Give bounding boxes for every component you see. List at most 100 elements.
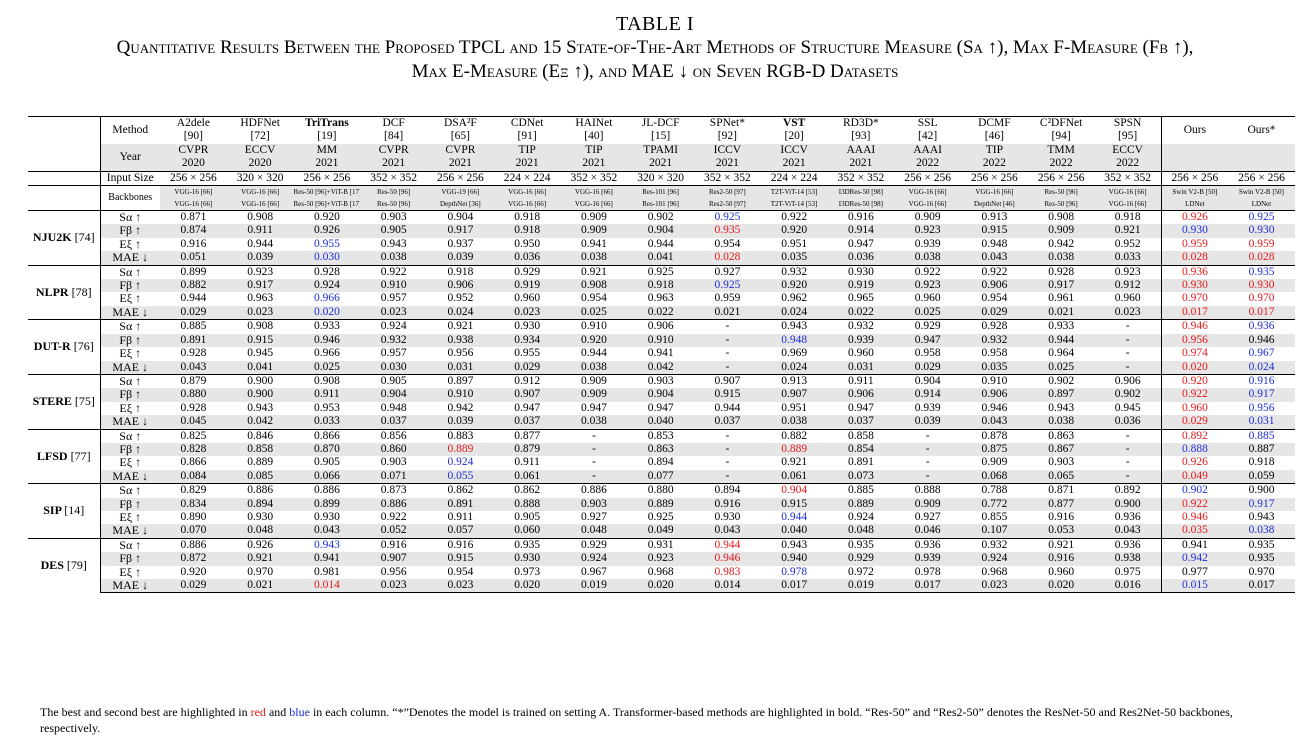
score-cell: 0.910 — [627, 333, 694, 348]
caption-line-2: Max E-Measure (Eξ ↑), and MAE ↓ on Seven… — [411, 61, 899, 82]
score-cell: 0.952 — [1114, 237, 1141, 250]
score-cell: 0.944 — [580, 347, 607, 360]
score-cell: 0.970 — [1248, 292, 1275, 305]
method-name: DCF — [382, 117, 405, 129]
score-cell: - — [560, 469, 628, 484]
backbone-cell: VGG-16 [66] VGG-16 [66] — [894, 185, 961, 211]
score-cell: 0.860 — [360, 442, 427, 457]
score-cell: 0.907 — [694, 373, 761, 389]
year-cell: AAAI 2021 — [827, 143, 895, 172]
year-cell: ECCV 2022 — [1094, 143, 1162, 172]
score-cell: 0.936 — [894, 537, 961, 553]
score-cell: 0.917 — [1228, 497, 1295, 511]
score-cell: 0.918 — [1094, 210, 1162, 225]
method-header: VST [20] — [760, 115, 828, 144]
score-cell: 0.913 — [961, 210, 1028, 225]
score-cell: 0.955 — [313, 237, 340, 250]
method-header: A2dele [90] — [160, 115, 227, 144]
year-cell: TIP 2021 — [493, 143, 561, 172]
score-cell: 0.947 — [847, 401, 874, 414]
score-cell: 0.944 — [647, 237, 674, 250]
score-cell: 0.905 — [360, 224, 427, 238]
score-cell: 0.950 — [514, 237, 541, 250]
score-cell: 0.902 — [1027, 373, 1095, 389]
score-cell: 0.030 — [360, 360, 427, 375]
year-cell: CVPR 2021 — [427, 143, 494, 172]
score-cell: 0.908 — [560, 279, 628, 293]
score-cell: 0.929 — [560, 537, 628, 553]
score-cell: 0.922 — [360, 264, 427, 280]
dataset-ref: [76] — [73, 339, 94, 354]
backbone-cell: T2T-ViT-14 [53] T2T-ViT-14 [53] — [760, 185, 828, 211]
score-cell: 0.928 — [293, 264, 361, 280]
year: 2022 — [1049, 157, 1073, 170]
results-table: Method A2dele [90] HDFNet [72] TriTrans [19] DC… — [28, 115, 1295, 594]
score-cell: 0.906 — [827, 388, 895, 402]
backbone-cell: VGG-16 [66] VGG-16 [66] — [1094, 185, 1162, 211]
score-cell: 0.020 — [627, 579, 694, 594]
score-cell: 0.020 — [493, 579, 561, 594]
method-name: A2dele — [176, 117, 210, 129]
score-cell: 0.903 — [380, 456, 407, 469]
score-cell: 0.922 — [1160, 497, 1228, 511]
backbone-depth: VGG-16 [66] — [174, 200, 213, 209]
score-cell: 0.951 — [781, 401, 808, 414]
score-cell: 0.894 — [647, 456, 674, 469]
score-cell: 0.019 — [560, 579, 628, 594]
score-cell: 0.925 — [694, 279, 761, 293]
metric-label: Sα ↑ — [99, 319, 160, 334]
score-cell: 0.947 — [580, 401, 607, 414]
backbone-depth: T2T-ViT-14 [53] — [770, 200, 818, 209]
score-cell: 0.029 — [961, 305, 1028, 320]
score-cell: 0.041 — [226, 360, 294, 375]
venue: AAAI — [846, 143, 876, 156]
score-cell: 0.933 — [1027, 319, 1095, 334]
score-cell: 0.899 — [160, 264, 227, 280]
score-cell: 0.922 — [961, 264, 1028, 280]
score-cell: 0.938 — [427, 333, 494, 348]
table-label: TABLE I — [616, 13, 694, 35]
score-cell: 0.978 — [914, 565, 941, 578]
score-cell: 0.043 — [160, 360, 227, 375]
score-cell: 0.930 — [1160, 224, 1228, 238]
header-row-methods: Method A2dele [90] HDFNet [72] TriTrans [19] DC… — [28, 115, 1295, 172]
score-cell: 0.957 — [380, 347, 407, 360]
score-cell: 0.904 — [627, 388, 694, 402]
score-cell: 0.910 — [360, 279, 427, 293]
backbone-depth: Res-50 [96]+ViT-B [17] — [293, 200, 361, 209]
score-cell: 0.929 — [894, 319, 961, 334]
score-cell: 0.038 — [560, 360, 628, 375]
metric-label: Fβ ↑ — [99, 279, 160, 293]
score-cell: 0.038 — [894, 251, 961, 266]
score-cell: - — [725, 456, 730, 469]
table-row: SIP [14] Sα ↑ 0.829 0.886 0.886 0.873 0.862 0.8… — [28, 483, 1295, 539]
score-cell: 0.970 — [1248, 565, 1275, 578]
score-cell: 0.021 — [694, 305, 761, 320]
score-cell: 0.924 — [447, 456, 474, 469]
metric-label: Sα ↑ — [99, 210, 160, 225]
year: 2021 — [382, 157, 406, 170]
table-row: Fβ ↑ 0.872 0.921 0.941 0.907 0.915 0.930 0.924 0… — [28, 552, 1295, 566]
method-ref: [92] — [717, 130, 737, 143]
score-cell: 0.910 — [560, 319, 628, 334]
year-cell: MM 2021 — [293, 143, 361, 172]
input-size-label: Input Size — [99, 170, 160, 186]
score-cell: 0.039 — [427, 415, 494, 430]
metric-label: MAE ↓ — [99, 524, 160, 539]
table-row: MAE ↓ 0.029 0.023 0.020 0.023 0.024 0.023 0.025… — [28, 305, 1295, 320]
score-cell: 0.917 — [1027, 279, 1095, 293]
score-cell: 0.894 — [694, 483, 761, 498]
method-header: SSL [42] — [894, 115, 961, 144]
score-cell: 0.043 — [694, 524, 761, 539]
score-cell: 0.954 — [447, 565, 474, 578]
score-cell: 0.948 — [760, 333, 828, 348]
method-ref: [40] — [584, 130, 604, 143]
method-ref: [94] — [1051, 130, 1071, 143]
score-cell: 0.888 — [894, 483, 961, 498]
table-row: MAE ↓ 0.051 0.039 0.030 0.038 0.039 0.036 0.038… — [28, 251, 1295, 266]
score-cell: 0.020 — [1160, 360, 1228, 375]
score-cell: 0.889 — [760, 442, 828, 457]
score-cell: 0.889 — [627, 497, 694, 511]
score-cell: 0.037 — [694, 415, 761, 430]
method-ref: [91] — [517, 130, 537, 143]
